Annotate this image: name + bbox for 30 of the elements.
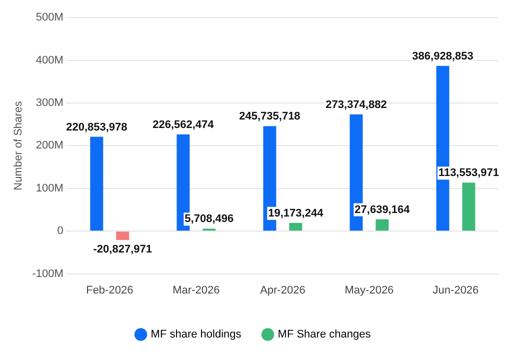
y-tick-label: 100M — [36, 182, 64, 194]
x-tick-label: Mar-2026 — [172, 284, 220, 296]
x-tick-label: Apr-2026 — [260, 284, 306, 296]
data-label: 19,173,244 — [268, 207, 324, 220]
bar — [462, 182, 476, 231]
data-label: 226,562,474 — [152, 118, 215, 131]
bar — [376, 219, 389, 231]
y-tick-label: 200M — [36, 140, 64, 152]
y-tick-label: 400M — [36, 54, 64, 66]
legend-label: MF share holdings — [150, 328, 242, 341]
bar — [90, 136, 104, 231]
data-label: 273,374,882 — [326, 98, 387, 111]
data-label: 386,928,853 — [412, 50, 474, 62]
y-tick-label: 500M — [36, 12, 64, 24]
y-axis-title: Number of Shares — [12, 100, 25, 190]
data-label: 113,553,971 — [438, 167, 500, 180]
x-tick-label: Jun-2026 — [432, 284, 479, 296]
x-tick-label: May-2026 — [344, 284, 394, 296]
bar — [116, 232, 130, 240]
bar — [289, 222, 302, 231]
x-tick-label: Feb-2026 — [86, 284, 134, 296]
y-tick-label: -100M — [32, 268, 64, 280]
y-tick-label: 300M — [36, 97, 64, 110]
data-label: 220,853,978 — [66, 121, 128, 134]
data-label: -20,827,971 — [93, 244, 152, 256]
y-tick-label: 0 — [57, 225, 64, 238]
legend-label: MF Share changes — [278, 328, 372, 341]
data-label: 27,639,164 — [354, 204, 411, 216]
data-label: 245,735,718 — [239, 110, 300, 123]
data-label: 5,708,496 — [184, 213, 234, 226]
